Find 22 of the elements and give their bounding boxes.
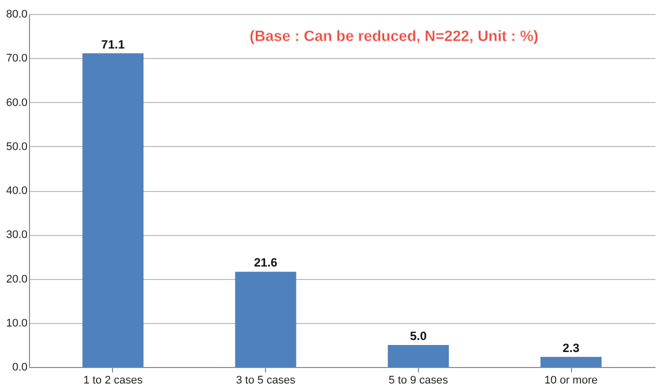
data-label: 5.0 <box>410 328 428 343</box>
y-tick-label: 70.0 <box>6 52 28 65</box>
bar <box>82 53 144 367</box>
x-tick-label: 5 to 9 cases <box>388 374 448 386</box>
y-tick-label: 10.0 <box>6 317 28 330</box>
data-label: 21.6 <box>254 256 278 270</box>
y-tick-label: 60.0 <box>6 96 28 109</box>
y-tick-label: 30.0 <box>6 229 28 242</box>
y-tick-label: 80.0 <box>6 8 28 20</box>
x-tick-label: 3 to 5 cases <box>236 374 296 386</box>
y-tick-label: 0.0 <box>12 362 28 374</box>
x-tick-label: 1 to 2 cases <box>83 374 144 386</box>
bar <box>388 344 449 367</box>
y-tick-label: 50.0 <box>6 140 28 153</box>
data-label: 71.1 <box>101 37 125 52</box>
annotation: (Base : Can be reduced, N=222, Unit : %) <box>250 28 538 45</box>
bar <box>540 356 602 367</box>
y-tick-label: 20.0 <box>6 273 28 286</box>
x-tick-label: 10 or more <box>544 374 598 386</box>
y-tick-label: 40.0 <box>6 185 28 197</box>
data-label: 2.3 <box>562 340 580 355</box>
bar <box>235 272 296 367</box>
